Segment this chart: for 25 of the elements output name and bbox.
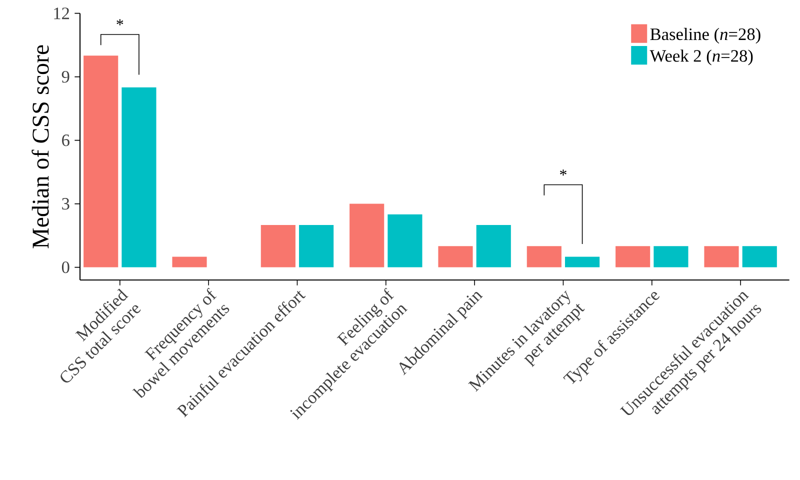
bar — [84, 56, 118, 268]
legend-label: Baseline (n=28) — [650, 28, 760, 44]
bar — [172, 256, 207, 268]
bar — [742, 246, 777, 268]
bar — [526, 246, 562, 268]
bar — [654, 246, 688, 268]
y-tick-label: 12 — [54, 8, 70, 20]
bar — [704, 246, 739, 268]
y-tick-label: 3 — [62, 198, 70, 210]
y-tick-label: 6 — [62, 134, 70, 146]
legend-label: Week 2 (n=28) — [650, 50, 753, 66]
bar — [260, 224, 296, 268]
bar — [388, 214, 422, 268]
bar — [438, 246, 473, 268]
annotation: * — [116, 19, 124, 26]
y-axis-title: Median of CSS score — [32, 45, 49, 248]
bar — [565, 256, 600, 268]
bar — [476, 224, 511, 268]
bar — [350, 204, 384, 268]
y-tick-label: 9 — [62, 71, 70, 83]
y-tick-label: 0 — [62, 261, 70, 274]
bar — [299, 224, 334, 268]
bar — [122, 87, 156, 268]
annotation: * — [560, 170, 566, 176]
bar — [616, 246, 650, 268]
